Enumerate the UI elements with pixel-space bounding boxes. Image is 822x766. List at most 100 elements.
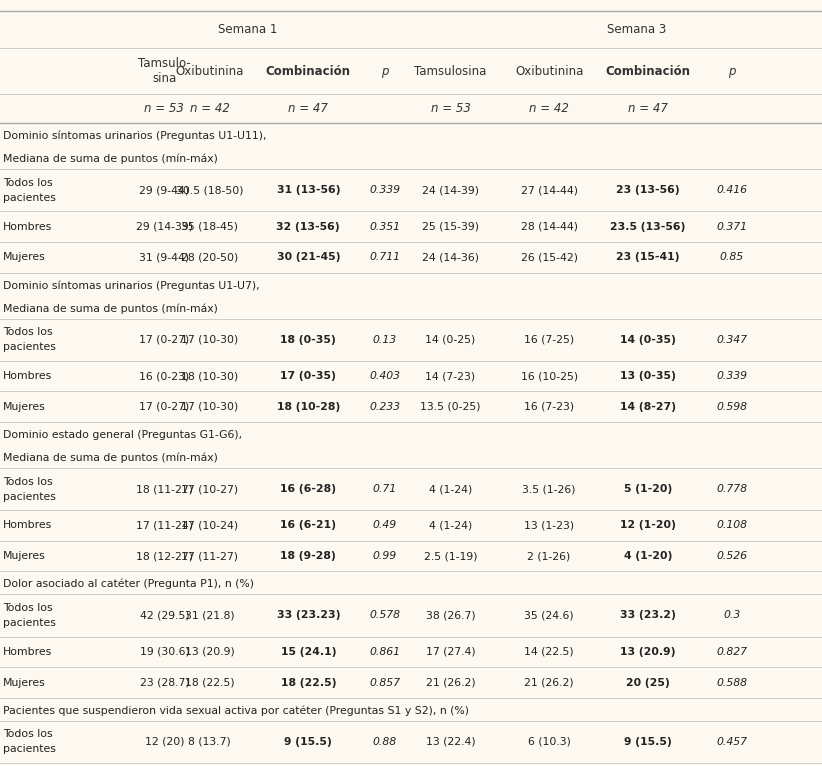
Text: 0.711: 0.711 [369,252,400,263]
Text: 0.371: 0.371 [716,221,747,232]
Text: pacientes: pacientes [3,492,56,502]
Text: Mujeres: Mujeres [3,551,46,561]
Text: 4 (1-20): 4 (1-20) [624,551,672,561]
Text: 31 (9-44): 31 (9-44) [140,252,189,263]
Text: 3.5 (1-26): 3.5 (1-26) [522,484,576,494]
Text: 23 (13-56): 23 (13-56) [616,185,680,195]
Text: Combinación: Combinación [266,65,351,77]
Text: 13 (22.4): 13 (22.4) [426,737,475,747]
Text: Dolor asociado al catéter (Pregunta P1), n (%): Dolor asociado al catéter (Pregunta P1),… [3,579,254,589]
Text: 14 (22.5): 14 (22.5) [524,647,574,657]
Text: 0.526: 0.526 [716,551,747,561]
Text: 17 (0-27): 17 (0-27) [139,401,190,412]
Text: 16 (6-21): 16 (6-21) [280,520,336,531]
Text: Oxibutinina: Oxibutinina [175,65,244,77]
Text: 23 (15-41): 23 (15-41) [616,252,680,263]
Text: Semana 1: Semana 1 [218,24,278,36]
Text: 14 (0-35): 14 (0-35) [620,335,676,345]
Text: 0.598: 0.598 [716,401,747,412]
Text: n = 53: n = 53 [145,103,184,115]
Text: Todos los: Todos los [3,476,53,486]
Text: 18 (11-27): 18 (11-27) [136,484,193,494]
Text: 0.588: 0.588 [716,677,747,688]
Text: Tamsulo-
sina: Tamsulo- sina [138,57,191,85]
Text: pacientes: pacientes [3,745,56,755]
Text: 13 (0-35): 13 (0-35) [620,371,676,381]
Text: 16 (7-25): 16 (7-25) [524,335,574,345]
Text: 14 (8-27): 14 (8-27) [620,401,676,412]
Text: 17 (27.4): 17 (27.4) [426,647,475,657]
Text: 0.457: 0.457 [716,737,747,747]
Text: Mujeres: Mujeres [3,677,46,688]
Text: 20 (25): 20 (25) [626,677,670,688]
Text: 0.88: 0.88 [372,737,397,747]
Text: Combinación: Combinación [605,65,690,77]
Text: 17 (11-27): 17 (11-27) [181,551,238,561]
Text: 6 (10.3): 6 (10.3) [528,737,570,747]
Text: p: p [381,65,389,77]
Text: Dominio síntomas urinarios (Preguntas U1-U7),: Dominio síntomas urinarios (Preguntas U1… [3,280,260,290]
Text: 0.233: 0.233 [369,401,400,412]
Text: 0.416: 0.416 [716,185,747,195]
Text: 13 (20.9): 13 (20.9) [620,647,676,657]
Text: Todos los: Todos los [3,603,53,613]
Text: 30.5 (18-50): 30.5 (18-50) [176,185,243,195]
Text: 4 (1-24): 4 (1-24) [429,484,472,494]
Text: Oxibutinina: Oxibutinina [515,65,584,77]
Text: pacientes: pacientes [3,342,56,352]
Text: 23 (28.7): 23 (28.7) [140,677,189,688]
Text: 17 (0-27): 17 (0-27) [139,335,190,345]
Text: 38 (26.7): 38 (26.7) [426,611,475,620]
Text: 16 (7-23): 16 (7-23) [524,401,574,412]
Text: 30 (21-45): 30 (21-45) [276,252,340,263]
Text: p: p [727,65,736,77]
Text: 5 (1-20): 5 (1-20) [624,484,672,494]
Text: Hombres: Hombres [3,221,53,232]
Text: 0.99: 0.99 [372,551,397,561]
Text: Tamsulosina: Tamsulosina [414,65,487,77]
Text: 18 (0-35): 18 (0-35) [280,335,336,345]
Text: Hombres: Hombres [3,647,53,657]
Text: n = 42: n = 42 [529,103,569,115]
Text: Todos los: Todos los [3,327,53,337]
Text: 42 (29.5): 42 (29.5) [140,611,189,620]
Text: 17 (10-30): 17 (10-30) [181,401,238,412]
Text: 15 (24.1): 15 (24.1) [280,647,336,657]
Text: pacientes: pacientes [3,618,56,628]
Text: 28 (20-50): 28 (20-50) [181,252,238,263]
Text: 2 (1-26): 2 (1-26) [528,551,570,561]
Text: 14 (7-23): 14 (7-23) [426,371,475,381]
Text: 29 (9-44): 29 (9-44) [140,185,189,195]
Text: 16 (0-23): 16 (0-23) [139,371,190,381]
Text: n = 47: n = 47 [289,103,328,115]
Text: 0.403: 0.403 [369,371,400,381]
Text: 27 (14-44): 27 (14-44) [520,185,578,195]
Text: Dominio estado general (Preguntas G1-G6),: Dominio estado general (Preguntas G1-G6)… [3,430,242,440]
Text: 13 (1-23): 13 (1-23) [524,520,574,531]
Text: 0.861: 0.861 [369,647,400,657]
Text: Pacientes que suspendieron vida sexual activa por catéter (Preguntas S1 y S2), n: Pacientes que suspendieron vida sexual a… [3,705,469,715]
Text: 31 (21.8): 31 (21.8) [185,611,234,620]
Text: Todos los: Todos los [3,729,53,739]
Text: 0.339: 0.339 [716,371,747,381]
Text: Semana 3: Semana 3 [607,24,666,36]
Text: 23.5 (13-56): 23.5 (13-56) [610,221,686,232]
Text: 9 (15.5): 9 (15.5) [284,737,332,747]
Text: 21 (26.2): 21 (26.2) [524,677,574,688]
Text: 0.49: 0.49 [372,520,397,531]
Text: 17 (11-24): 17 (11-24) [136,520,193,531]
Text: 28 (14-44): 28 (14-44) [520,221,578,232]
Text: 8 (13.7): 8 (13.7) [188,737,231,747]
Text: 0.85: 0.85 [719,252,744,263]
Text: 17 (10-30): 17 (10-30) [181,335,238,345]
Text: Mediana de suma de puntos (mín-máx): Mediana de suma de puntos (mín-máx) [3,303,218,313]
Text: 0.857: 0.857 [369,677,400,688]
Text: 31 (13-56): 31 (13-56) [276,185,340,195]
Text: 0.71: 0.71 [372,484,397,494]
Text: 0.827: 0.827 [716,647,747,657]
Text: 16 (10-25): 16 (10-25) [520,371,578,381]
Text: 9 (15.5): 9 (15.5) [624,737,672,747]
Text: 0.351: 0.351 [369,221,400,232]
Text: Todos los: Todos los [3,178,53,188]
Text: 0.778: 0.778 [716,484,747,494]
